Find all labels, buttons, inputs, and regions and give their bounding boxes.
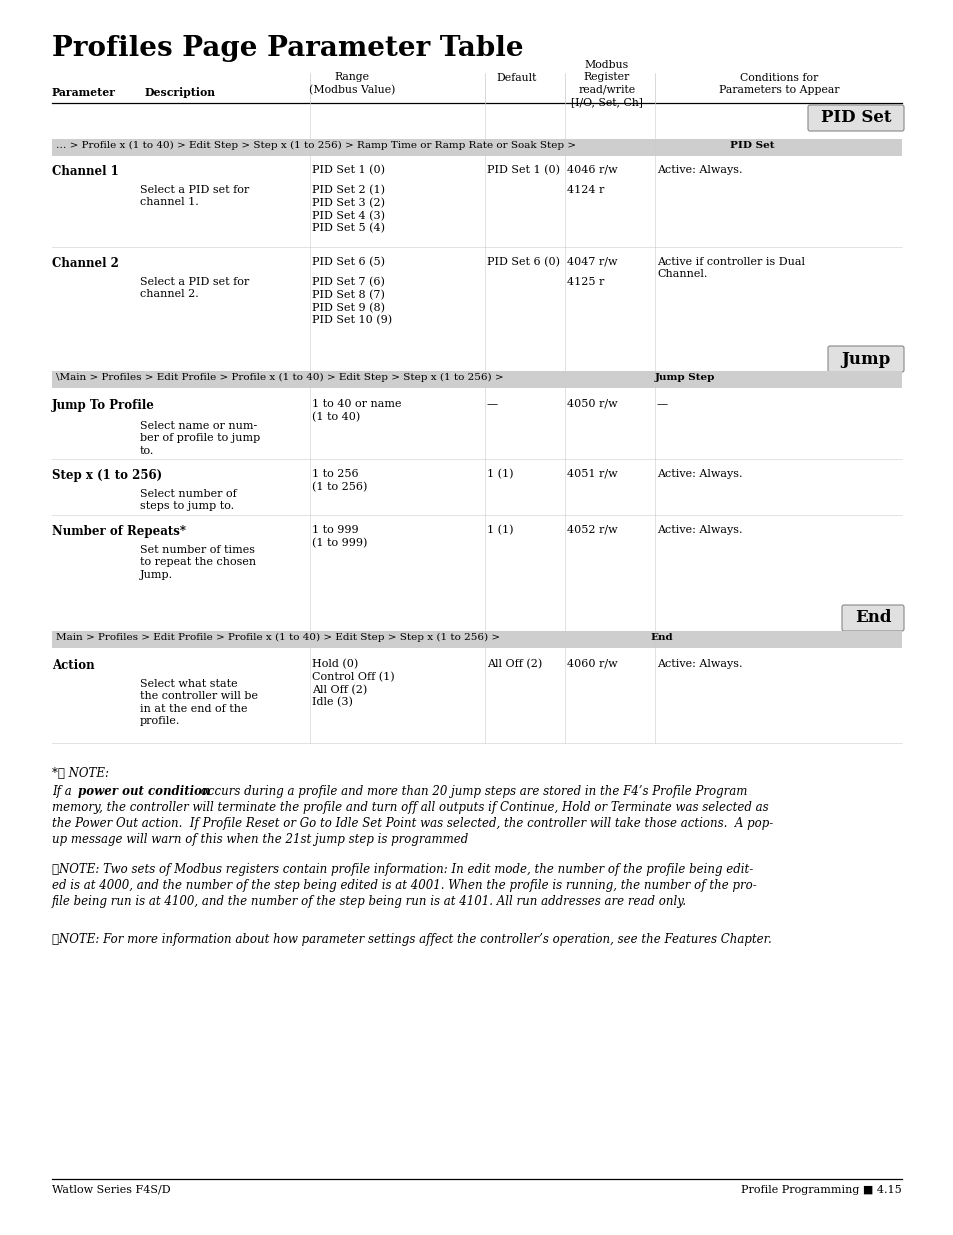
Text: 4046 r/w: 4046 r/w: [566, 165, 617, 175]
Text: Select number of
steps to jump to.: Select number of steps to jump to.: [140, 489, 236, 511]
Text: ✔NOTE: For more information about how parameter settings affect the controller’s: ✔NOTE: For more information about how pa…: [52, 932, 771, 946]
Text: Parameter: Parameter: [52, 86, 116, 98]
Text: Watlow Series F4S/D: Watlow Series F4S/D: [52, 1186, 171, 1195]
Text: Channel 2: Channel 2: [52, 257, 119, 270]
Text: ✔NOTE: Two sets of Modbus registers contain profile information: In edit mode, t: ✔NOTE: Two sets of Modbus registers cont…: [52, 863, 753, 876]
Text: All Off (2): All Off (2): [486, 659, 541, 669]
Bar: [52, 631, 901, 648]
Text: memory, the controller will terminate the profile and turn off all outputs if Co: memory, the controller will terminate th…: [52, 802, 768, 814]
FancyBboxPatch shape: [807, 105, 903, 131]
Text: Set number of times
to repeat the chosen
Jump.: Set number of times to repeat the chosen…: [140, 545, 255, 579]
Text: Profiles Page Parameter Table: Profiles Page Parameter Table: [52, 35, 523, 62]
Text: Modbus
Register
read/write
[I/O, Set, Ch]: Modbus Register read/write [I/O, Set, Ch…: [571, 61, 642, 107]
Text: occurs during a profile and more than 20 jump steps are stored in the F4’s Profi: occurs during a profile and more than 20…: [196, 785, 746, 798]
Text: End: End: [854, 610, 890, 626]
Text: PID Set 6 (0): PID Set 6 (0): [486, 257, 559, 267]
Text: Select what state
the controller will be
in at the end of the
profile.: Select what state the controller will be…: [140, 679, 257, 726]
Text: PID Set: PID Set: [729, 141, 774, 149]
Text: Default: Default: [497, 73, 537, 83]
Text: 4050 r/w: 4050 r/w: [566, 399, 617, 409]
Text: PID Set 2 (1)
PID Set 3 (2)
PID Set 4 (3)
PID Set 5 (4): PID Set 2 (1) PID Set 3 (2) PID Set 4 (3…: [312, 185, 385, 233]
Text: 1 (1): 1 (1): [486, 469, 513, 479]
Text: Active if controller is Dual
Channel.: Active if controller is Dual Channel.: [657, 257, 804, 279]
Text: PID Set 1 (0): PID Set 1 (0): [312, 165, 385, 175]
Text: End: End: [649, 632, 672, 641]
Bar: [52, 140, 901, 156]
Text: Conditions for
Parameters to Appear: Conditions for Parameters to Appear: [719, 73, 839, 95]
Text: ed is at 4000, and the number of the step being edited is at 4001. When the prof: ed is at 4000, and the number of the ste…: [52, 879, 756, 892]
Text: 1 (1): 1 (1): [486, 525, 513, 535]
Text: Channel 1: Channel 1: [52, 165, 118, 178]
Text: \Main > Profiles > Edit Profile > Profile x (1 to 40) > Edit Step > Step x (1 to: \Main > Profiles > Edit Profile > Profil…: [56, 373, 506, 382]
Text: Select a PID set for
channel 1.: Select a PID set for channel 1.: [140, 185, 249, 207]
Text: 4051 r/w: 4051 r/w: [566, 469, 617, 479]
FancyBboxPatch shape: [841, 605, 903, 631]
Text: Jump To Profile: Jump To Profile: [52, 399, 154, 412]
Text: Active: Always.: Active: Always.: [657, 469, 741, 479]
Text: If a: If a: [52, 785, 75, 798]
Text: Action: Action: [52, 659, 94, 672]
Text: Active: Always.: Active: Always.: [657, 659, 741, 669]
Text: 4052 r/w: 4052 r/w: [566, 525, 617, 535]
Bar: [52, 370, 901, 388]
Text: 4047 r/w: 4047 r/w: [566, 257, 617, 267]
Text: 1 to 999
(1 to 999): 1 to 999 (1 to 999): [312, 525, 367, 548]
Text: PID Set: PID Set: [820, 110, 890, 126]
Text: —: —: [486, 399, 497, 409]
Text: PID Set 6 (5): PID Set 6 (5): [312, 257, 385, 267]
Text: Number of Repeats*: Number of Repeats*: [52, 525, 186, 538]
Text: Select name or num-
ber of profile to jump
to.: Select name or num- ber of profile to ju…: [140, 421, 260, 456]
Text: the Power Out action.  If Profile Reset or Go to Idle Set Point was selected, th: the Power Out action. If Profile Reset o…: [52, 818, 773, 830]
Text: Description: Description: [145, 86, 215, 98]
Text: 4124 r: 4124 r: [566, 185, 604, 195]
FancyBboxPatch shape: [827, 346, 903, 372]
Text: 1 to 256
(1 to 256): 1 to 256 (1 to 256): [312, 469, 367, 492]
Text: Hold (0)
Control Off (1)
All Off (2)
Idle (3): Hold (0) Control Off (1) All Off (2) Idl…: [312, 659, 395, 708]
Text: Range
(Modbus Value): Range (Modbus Value): [309, 72, 395, 95]
Text: power out condition: power out condition: [78, 785, 211, 798]
Text: Step x (1 to 256): Step x (1 to 256): [52, 469, 162, 482]
Text: Profile Programming ■ 4.15: Profile Programming ■ 4.15: [740, 1186, 901, 1195]
Text: Select a PID set for
channel 2.: Select a PID set for channel 2.: [140, 277, 249, 299]
Text: Active: Always.: Active: Always.: [657, 165, 741, 175]
Text: PID Set 1 (0): PID Set 1 (0): [486, 165, 559, 175]
Text: PID Set 7 (6)
PID Set 8 (7)
PID Set 9 (8)
PID Set 10 (9): PID Set 7 (6) PID Set 8 (7) PID Set 9 (8…: [312, 277, 392, 326]
Text: 4060 r/w: 4060 r/w: [566, 659, 617, 669]
Text: 4125 r: 4125 r: [566, 277, 604, 287]
Text: … > Profile x (1 to 40) > Edit Step > Step x (1 to 256) > Ramp Time or Ramp Rate: … > Profile x (1 to 40) > Edit Step > St…: [56, 141, 578, 149]
Text: Active: Always.: Active: Always.: [657, 525, 741, 535]
Text: Jump Step: Jump Step: [655, 373, 715, 382]
Text: —: —: [657, 399, 667, 409]
Text: 1 to 40 or name
(1 to 40): 1 to 40 or name (1 to 40): [312, 399, 401, 422]
Text: *✔ NOTE:: *✔ NOTE:: [52, 767, 109, 781]
Text: Jump: Jump: [841, 351, 890, 368]
Text: up message will warn of this when the 21st jump step is programmed: up message will warn of this when the 21…: [52, 832, 468, 846]
Text: file being run is at 4100, and the number of the step being run is at 4101. All : file being run is at 4100, and the numbe…: [52, 895, 686, 908]
Text: Main > Profiles > Edit Profile > Profile x (1 to 40) > Edit Step > Step x (1 to : Main > Profiles > Edit Profile > Profile…: [56, 632, 503, 642]
